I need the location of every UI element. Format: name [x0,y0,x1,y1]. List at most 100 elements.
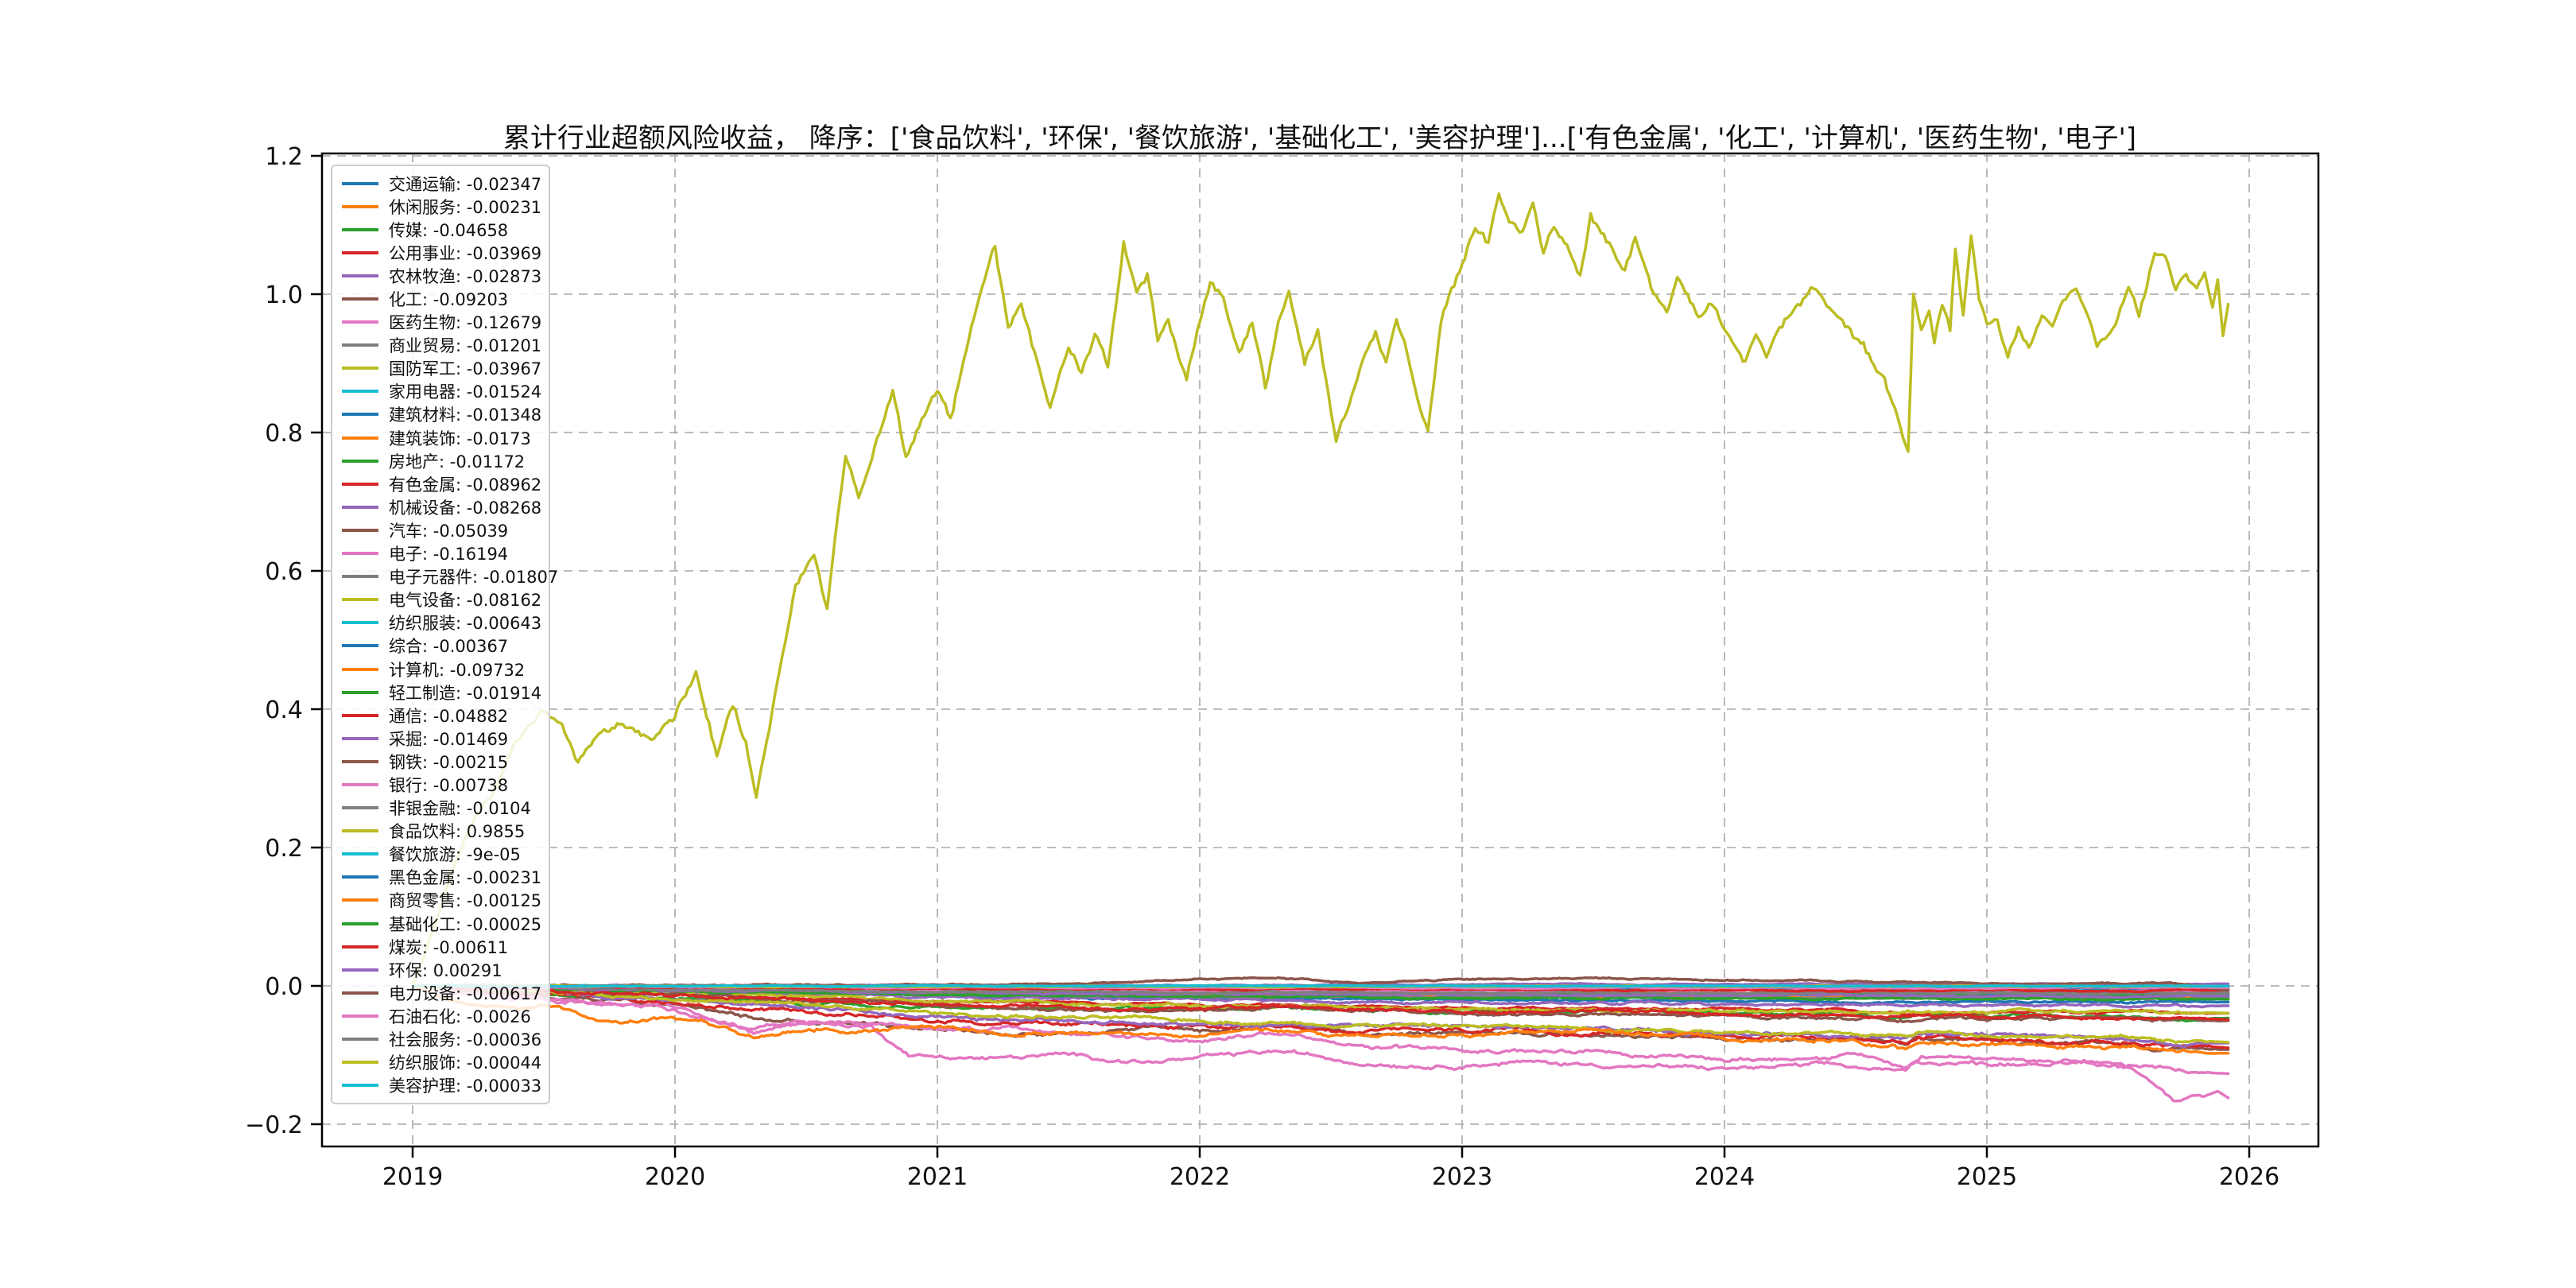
legend-label: 汽车: -0.05039 [389,521,509,541]
legend: 交通运输: -0.02347 休闲服务: -0.00231 传媒: -0.04658… [331,165,558,1104]
legend-swatch [342,413,378,417]
x-tick-label: 2021 [907,1163,968,1191]
legend-item: 社会服务: -0.00036 [336,1027,545,1050]
legend-label: 房地产: -0.01172 [389,452,526,471]
legend-swatch [342,1061,378,1065]
legend-label: 家用电器: -0.01524 [389,382,542,402]
legend-item: 综合: -0.00367 [336,634,545,658]
legend-swatch [342,713,378,717]
legend-label: 传媒: -0.04658 [389,220,509,240]
legend-item: 公用事业: -0.03969 [336,241,545,264]
legend-swatch [342,991,378,995]
legend-swatch [342,690,378,694]
legend-swatch [342,552,378,556]
legend-label: 钢铁: -0.00215 [389,752,509,772]
legend-swatch [342,297,378,301]
legend-label: 建筑材料: -0.01348 [389,405,542,425]
legend-item: 交通运输: -0.02347 [336,172,545,195]
legend-item: 房地产: -0.01172 [336,449,545,472]
legend-label: 交通运输: -0.02347 [389,174,542,194]
series-line [411,984,2230,1024]
legend-item: 建筑装饰: -0.0173 [336,426,545,449]
legend-item: 电子: -0.16194 [336,542,545,565]
legend-swatch [342,505,378,509]
legend-label: 轻工制造: -0.01914 [389,683,542,703]
legend-swatch [342,736,378,740]
y-tick-label: 0.0 [265,973,303,1001]
legend-item: 商贸零售: -0.00125 [336,889,545,912]
legend-swatch [342,320,378,324]
legend-item: 轻工制造: -0.01914 [336,681,545,704]
legend-item: 环保: 0.00291 [336,958,545,981]
legend-item: 石油石化: -0.0026 [336,1004,545,1027]
x-tick-label: 2023 [1432,1163,1492,1191]
legend-swatch [342,829,378,833]
x-tick-label: 2026 [2219,1163,2279,1191]
series-line [411,984,2230,1055]
legend-swatch [342,898,378,902]
legend-swatch [342,782,378,786]
legend-label: 综合: -0.00367 [389,637,509,657]
legend-item: 国防军工: -0.03967 [336,357,545,380]
y-tick-label: 0.8 [265,420,303,448]
legend-label: 公用事业: -0.03969 [389,243,542,263]
legend-swatch [342,1038,378,1042]
legend-label: 美容护理: -0.00033 [389,1077,542,1096]
legend-item: 有色金属: -0.08962 [336,472,545,495]
legend-swatch [342,759,378,763]
legend-label: 休闲服务: -0.00231 [389,197,542,217]
legend-swatch [342,1014,378,1018]
legend-swatch [342,806,378,810]
legend-label: 石油石化: -0.0026 [389,1007,531,1026]
legend-label: 电气设备: -0.08162 [389,591,542,611]
legend-label: 社会服务: -0.00036 [389,1030,542,1050]
x-tick-label: 2022 [1170,1163,1230,1191]
legend-item: 非银金融: -0.0104 [336,797,545,820]
legend-swatch [342,921,378,925]
series-line [411,984,2230,1049]
legend-swatch [342,621,378,625]
series-line [411,984,2230,1103]
legend-label: 商业贸易: -0.01201 [389,336,542,356]
legend-label: 电力设备: -0.00617 [389,983,542,1003]
legend-swatch [342,274,378,277]
legend-item: 电气设备: -0.08162 [336,588,545,611]
series-line [411,983,2230,988]
legend-item: 化工: -0.09203 [336,287,545,310]
chart-title: 累计行业超额风险收益， 降序：['食品饮料', '环保', '餐饮旅游', '基… [502,122,2137,154]
legend-label: 食品饮料: 0.9855 [389,822,526,842]
legend-item: 汽车: -0.05039 [336,518,545,541]
y-tick-label: −0.2 [245,1111,303,1139]
legend-item: 电力设备: -0.00617 [336,981,545,1004]
legend-swatch [342,528,378,532]
legend-item: 采掘: -0.01469 [336,727,545,750]
legend-label: 计算机: -0.09732 [389,660,526,680]
legend-item: 农林牧渔: -0.02873 [336,264,545,287]
legend-label: 黑色金属: -0.00231 [389,868,542,888]
legend-item: 纺织服装: -0.00643 [336,611,545,634]
legend-swatch [342,667,378,671]
legend-swatch [342,575,378,579]
series-line [411,984,2230,995]
legend-swatch [342,644,378,648]
legend-swatch [342,204,378,208]
legend-item: 食品饮料: 0.9855 [336,820,545,843]
series-line [411,984,2230,1002]
legend-swatch [342,181,378,185]
legend-swatch [342,875,378,879]
series-line [411,192,2230,987]
legend-item: 钢铁: -0.00215 [336,750,545,773]
legend-swatch [342,250,378,254]
legend-item: 美容护理: -0.00033 [336,1074,545,1097]
legend-label: 机械设备: -0.08268 [389,498,542,518]
legend-label: 银行: -0.00738 [389,775,509,795]
legend-item: 纺织服饰: -0.00044 [336,1051,545,1074]
legend-swatch [342,598,378,602]
legend-label: 基础化工: -0.00025 [389,914,542,934]
legend-label: 化工: -0.09203 [389,290,509,310]
legend-label: 纺织服饰: -0.00044 [389,1053,542,1073]
legend-item: 机械设备: -0.08268 [336,495,545,518]
legend-swatch [342,227,378,231]
legend-item: 计算机: -0.09732 [336,658,545,681]
legend-item: 电子元器件: -0.01807 [336,565,558,588]
